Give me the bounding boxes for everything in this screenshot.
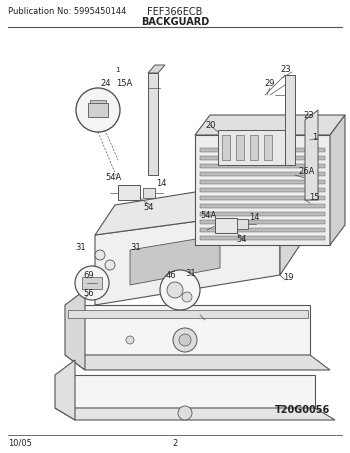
Text: 15: 15 (309, 193, 320, 202)
Polygon shape (200, 196, 325, 200)
Circle shape (160, 270, 200, 310)
Text: BACKGUARD: BACKGUARD (141, 17, 209, 27)
Text: 69: 69 (83, 270, 94, 280)
Polygon shape (305, 110, 318, 200)
Circle shape (167, 282, 183, 298)
Polygon shape (200, 172, 325, 176)
Text: 31: 31 (185, 269, 196, 278)
Polygon shape (88, 103, 108, 117)
Polygon shape (200, 220, 325, 224)
Polygon shape (280, 175, 300, 275)
Polygon shape (68, 310, 308, 318)
Polygon shape (95, 210, 280, 305)
Text: 54: 54 (236, 236, 246, 245)
Text: 10/05: 10/05 (8, 439, 32, 448)
Polygon shape (200, 148, 325, 152)
Polygon shape (218, 130, 285, 165)
Polygon shape (200, 188, 325, 192)
Circle shape (179, 334, 191, 346)
Polygon shape (65, 290, 85, 370)
Polygon shape (195, 135, 330, 245)
Text: 24: 24 (100, 78, 111, 87)
Circle shape (182, 292, 192, 302)
Polygon shape (95, 175, 300, 235)
Text: 1: 1 (312, 134, 317, 143)
Polygon shape (143, 188, 155, 198)
Polygon shape (200, 236, 325, 240)
Polygon shape (250, 135, 258, 160)
Polygon shape (237, 219, 248, 229)
Text: 15A: 15A (116, 78, 132, 87)
Polygon shape (55, 408, 335, 420)
Polygon shape (148, 65, 165, 73)
Polygon shape (200, 212, 325, 216)
Text: 46: 46 (166, 270, 177, 280)
Polygon shape (200, 204, 325, 208)
Text: 1: 1 (115, 67, 119, 73)
Text: 14: 14 (249, 212, 259, 222)
Polygon shape (195, 115, 345, 135)
Text: 29: 29 (264, 78, 274, 87)
Text: 54A: 54A (200, 211, 216, 220)
Polygon shape (222, 135, 230, 160)
Text: 19: 19 (283, 274, 294, 283)
Circle shape (95, 250, 105, 260)
Circle shape (173, 328, 197, 352)
Text: 23: 23 (303, 111, 314, 120)
Text: 26A: 26A (298, 168, 314, 177)
Polygon shape (200, 156, 325, 160)
Circle shape (126, 336, 134, 344)
Circle shape (75, 266, 109, 300)
Polygon shape (90, 100, 106, 103)
Polygon shape (65, 355, 330, 370)
Text: 14: 14 (156, 178, 167, 188)
Text: 20: 20 (205, 120, 216, 130)
Polygon shape (82, 277, 102, 289)
Text: 2: 2 (172, 439, 177, 448)
Text: Publication No: 5995450144: Publication No: 5995450144 (8, 8, 126, 16)
Text: 31: 31 (75, 244, 86, 252)
Polygon shape (65, 305, 310, 355)
Text: 54A: 54A (105, 173, 121, 183)
Polygon shape (200, 164, 325, 168)
Polygon shape (264, 135, 272, 160)
Text: 54: 54 (143, 202, 154, 212)
Polygon shape (285, 75, 295, 165)
Circle shape (76, 88, 120, 132)
Text: 31: 31 (130, 244, 141, 252)
Text: 56: 56 (83, 289, 94, 298)
Polygon shape (200, 180, 325, 184)
Polygon shape (200, 228, 325, 232)
Polygon shape (215, 218, 237, 233)
Polygon shape (55, 360, 75, 420)
Circle shape (178, 406, 192, 420)
Polygon shape (55, 375, 315, 408)
Polygon shape (330, 115, 345, 245)
Polygon shape (148, 73, 158, 175)
Polygon shape (118, 185, 140, 200)
Circle shape (105, 260, 115, 270)
Text: T20G0056: T20G0056 (275, 405, 330, 415)
Text: 23: 23 (280, 66, 290, 74)
Text: FEF366ECB: FEF366ECB (147, 7, 203, 17)
Polygon shape (236, 135, 244, 160)
Polygon shape (130, 235, 220, 285)
